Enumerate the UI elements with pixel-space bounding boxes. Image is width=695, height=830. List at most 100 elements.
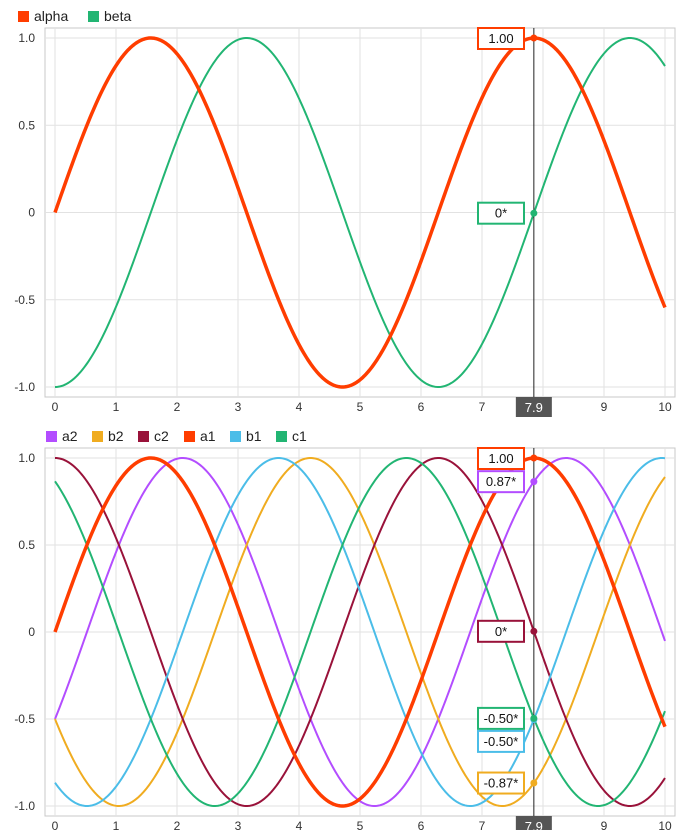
cursor-x-label: 7.9 [515,397,552,417]
tooltip-alpha: 1.00 [477,27,525,50]
x-tick-label: 0 [52,819,59,830]
x-tick-label: 1 [113,819,120,830]
tooltip-value: -0.50* [484,734,519,749]
series-line-b2 [54,457,666,807]
chart-2: 012345678910-1.0-0.500.51.0a2b2c2a1b1c11… [14,428,676,830]
x-tick-label: 5 [357,819,364,830]
x-tick-label: 10 [658,819,672,830]
y-tick-label: 0.5 [18,118,35,132]
series-line-beta [54,37,666,388]
x-tick-label: 3 [235,400,242,414]
legend-item-b1[interactable]: b1 [230,428,262,444]
x-tick-label: 2 [174,400,181,414]
tooltip-value: 0.87* [486,474,516,489]
tooltip-value: 0* [495,206,507,221]
cursor-point-a2 [530,478,538,486]
cursor-x-label-box [515,816,552,830]
legend-label: b1 [246,428,262,444]
legend-label: a1 [200,428,216,444]
x-tick-label: 5 [357,400,364,414]
tooltip-c1: -0.50* [477,706,525,730]
legend-swatch [184,431,195,442]
legend-swatch [46,431,57,442]
x-tick-label: 9 [601,819,608,830]
y-tick-label: 1.0 [18,31,35,45]
tooltip-b2: -0.87* [477,771,525,795]
cursor-point-c2 [530,627,538,635]
y-tick-label: -0.5 [14,293,35,307]
tooltip-beta: 0* [477,201,525,225]
y-tick-label: -0.5 [14,712,35,726]
tooltip-a2: 0.87* [477,470,525,494]
series-line-b1 [54,457,666,807]
legend-swatch [276,431,287,442]
series-line-c1 [54,457,666,807]
tooltip-box [477,27,525,50]
x-tick-label: 4 [296,819,303,830]
tooltip-c2: 0* [477,619,525,643]
legend-swatch [138,431,149,442]
y-tick-label: 0 [28,206,35,220]
y-tick-label: 1.0 [18,451,35,465]
x-tick-label: 3 [235,819,242,830]
tooltip-b1: -0.50* [477,729,525,753]
series-line-a2 [54,457,666,807]
x-tick-label: 4 [296,400,303,414]
legend-item-c2[interactable]: c2 [138,428,169,444]
legend-label: c2 [154,428,169,444]
x-tick-label: 0 [52,400,59,414]
cursor-point-a1 [530,454,538,462]
tooltip-box [477,470,525,494]
cursor-point-c1 [530,714,538,722]
legend-item-alpha[interactable]: alpha [18,8,68,24]
tooltip-value: -0.50* [484,711,519,726]
series-line-c2 [54,457,666,807]
y-tick-label: -1.0 [14,799,35,813]
cursor-x-label: 7.9 [515,816,552,830]
cursor-x-label-text: 7.9 [525,819,543,830]
x-tick-label: 6 [418,400,425,414]
y-tick-label: 0.5 [18,538,35,552]
cursor-x-label-text: 7.9 [525,400,543,415]
series-line-a1 [53,456,667,808]
legend-label: alpha [34,8,68,24]
x-tick-label: 9 [601,400,608,414]
tooltip-box [477,729,525,753]
tooltip-box [477,619,525,643]
legend-item-c1[interactable]: c1 [276,428,307,444]
x-tick-label: 7 [479,819,486,830]
y-tick-label: 0 [28,625,35,639]
chart-1: 012345678910-1.0-0.500.51.0alphabeta1.00… [14,8,676,417]
legend-item-beta[interactable]: beta [88,8,131,24]
legend-label: b2 [108,428,124,444]
legend-item-a2[interactable]: a2 [46,428,78,444]
x-tick-label: 10 [658,400,672,414]
legend-item-a1[interactable]: a1 [184,428,216,444]
legend-item-b2[interactable]: b2 [92,428,124,444]
series-line-alpha [53,36,667,389]
x-tick-label: 7 [479,400,486,414]
cursor-x-label-box [515,397,552,417]
tooltip-box [477,447,525,470]
legend-swatch [18,11,29,22]
tooltip-box [477,771,525,795]
tooltip-value: 1.00 [488,451,513,466]
legend-swatch [92,431,103,442]
cursor-point-beta [530,209,538,217]
y-tick-label: -1.0 [14,380,35,394]
x-tick-label: 1 [113,400,120,414]
legend-swatch [230,431,241,442]
tooltip-value: 1.00 [488,31,513,46]
tooltip-value: -0.87* [484,776,519,791]
tooltip-box [477,706,525,730]
tooltip-a1: 1.00 [477,447,525,470]
x-tick-label: 6 [418,819,425,830]
tooltip-value: 0* [495,624,507,639]
cursor-point-alpha [530,34,538,42]
legend-label: a2 [62,428,78,444]
legend-swatch [88,11,99,22]
tooltip-box [477,201,525,225]
x-tick-label: 2 [174,819,181,830]
